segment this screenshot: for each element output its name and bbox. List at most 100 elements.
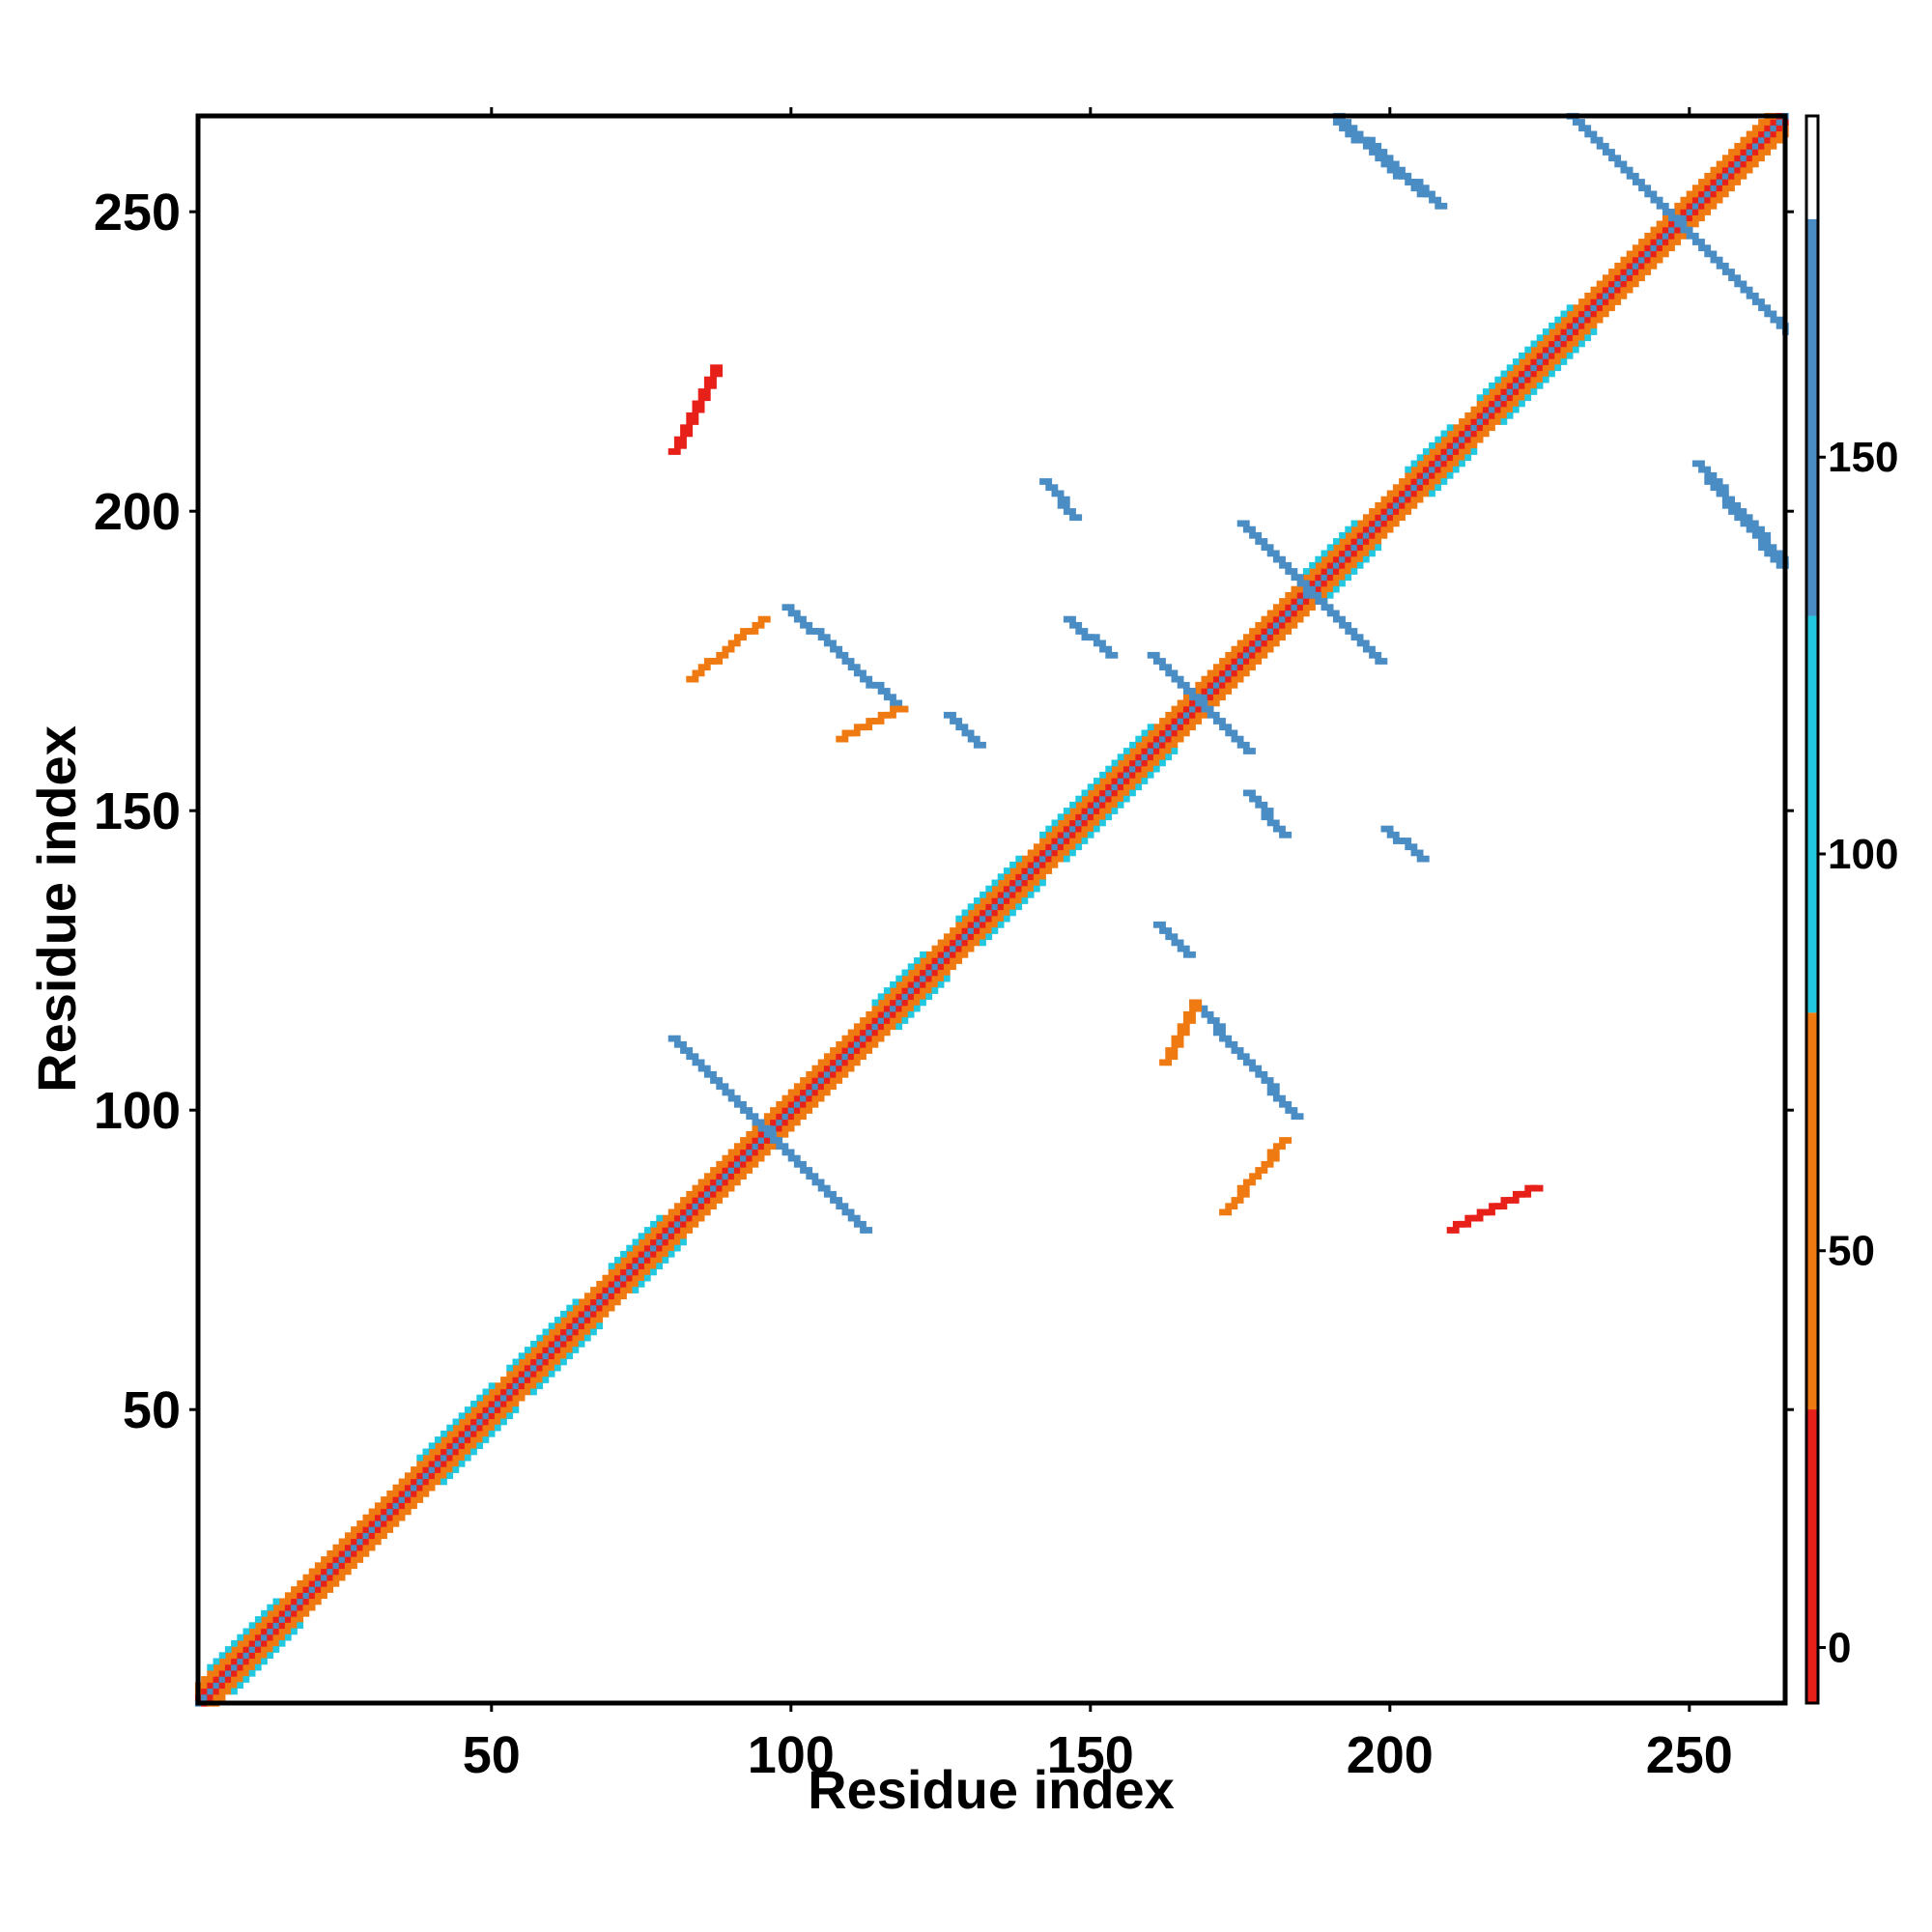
heatmap-cell — [1039, 831, 1046, 838]
heatmap-cell — [344, 1568, 352, 1576]
heatmap-cell — [1482, 388, 1490, 395]
heatmap-cell — [1632, 262, 1639, 270]
heatmap-cell — [1272, 634, 1280, 641]
heatmap-cell — [476, 1430, 484, 1437]
heatmap-cell — [853, 1214, 861, 1222]
heatmap-cell — [1512, 388, 1520, 395]
heatmap-cell — [1345, 621, 1352, 629]
heatmap-cell — [572, 1304, 580, 1312]
heatmap-cell — [231, 1682, 238, 1690]
heatmap-cell — [1584, 304, 1592, 312]
heatmap-cell — [703, 1065, 711, 1072]
heatmap-cell — [1296, 1113, 1304, 1121]
heatmap-cell — [1326, 568, 1334, 575]
heatmap-cell — [1464, 441, 1472, 449]
heatmap-cell — [398, 1496, 406, 1503]
heatmap-cell — [1315, 574, 1322, 582]
heatmap-cell — [213, 1688, 220, 1695]
heatmap-cell — [1362, 514, 1370, 522]
heatmap-cell — [866, 1010, 873, 1018]
heatmap-cell — [332, 1544, 340, 1551]
heatmap-cell — [1039, 855, 1046, 863]
heatmap-cell — [1596, 136, 1604, 144]
heatmap-cell — [877, 681, 885, 689]
heatmap-cell — [1464, 1214, 1472, 1222]
heatmap-cell — [1152, 724, 1160, 731]
heatmap-cell — [836, 1203, 843, 1210]
heatmap-cell — [925, 993, 933, 1001]
heatmap-cell — [830, 1083, 837, 1091]
heatmap-cell — [1165, 735, 1173, 743]
heatmap-cell — [308, 1604, 316, 1611]
heatmap-cell — [506, 1400, 514, 1407]
heatmap-cell — [830, 1077, 837, 1084]
heatmap-cell — [1512, 382, 1520, 389]
heatmap-cell — [680, 1233, 687, 1240]
heatmap-cell — [1039, 849, 1046, 857]
heatmap-cell — [578, 1317, 585, 1323]
heatmap-cell — [207, 1693, 214, 1701]
heatmap-cell — [1704, 190, 1712, 198]
heatmap-cell — [1063, 843, 1070, 851]
heatmap-cell — [566, 1310, 574, 1318]
heatmap-cell — [1045, 843, 1053, 851]
heatmap-cell — [1182, 681, 1190, 689]
heatmap-cell — [847, 1059, 855, 1066]
heatmap-cell — [1470, 430, 1478, 438]
heatmap-cell — [1255, 538, 1263, 545]
heatmap-cell — [1159, 753, 1166, 761]
heatmap-cell — [1225, 658, 1233, 665]
heatmap-cell — [1734, 280, 1742, 288]
heatmap-cell — [913, 957, 921, 964]
heatmap-cell — [752, 1154, 759, 1162]
heatmap-cell — [913, 993, 921, 1001]
heatmap-cell — [548, 1328, 555, 1336]
heatmap-cell — [1279, 615, 1286, 623]
heatmap-cell — [890, 705, 896, 713]
heatmap-cell — [680, 424, 687, 432]
heatmap-cell — [716, 1160, 724, 1168]
heatmap-cell — [662, 1220, 669, 1228]
heatmap-cell — [668, 1244, 675, 1252]
heatmap-cell — [793, 1100, 801, 1108]
heatmap-cell — [1710, 179, 1718, 185]
heatmap-cell — [1386, 508, 1394, 515]
heatmap-cell — [1345, 130, 1352, 138]
heatmap-cell — [703, 1208, 711, 1216]
heatmap-cell — [752, 1143, 759, 1151]
heatmap-cell — [740, 1107, 747, 1114]
heatmap-cell — [841, 1035, 849, 1042]
heatmap-cell — [1081, 628, 1089, 635]
heatmap-cell — [1069, 508, 1076, 515]
heatmap-cells — [194, 112, 1789, 1707]
heatmap-cell — [1236, 735, 1244, 743]
heatmap-cell — [1236, 658, 1244, 665]
heatmap-cell — [973, 735, 980, 743]
heatmap-cell — [404, 1496, 412, 1503]
heatmap-cell — [1171, 1040, 1179, 1048]
heatmap-cell — [1435, 460, 1442, 468]
heatmap-cell — [650, 1238, 657, 1246]
heatmap-cell — [261, 1658, 268, 1665]
heatmap-cell — [883, 1010, 891, 1018]
heatmap-cell — [811, 1173, 819, 1180]
heatmap-cell — [1171, 1047, 1179, 1054]
heatmap-cell — [506, 1394, 514, 1402]
heatmap-cell — [961, 951, 969, 958]
heatmap-cell — [733, 1167, 741, 1174]
heatmap-cell — [1416, 466, 1424, 473]
heatmap-cell — [836, 1059, 843, 1066]
heatmap-cell — [554, 1358, 561, 1366]
heatmap-cell — [1410, 496, 1418, 503]
heatmap-cell — [1057, 849, 1065, 857]
heatmap-cell — [1063, 819, 1070, 827]
heatmap-cell — [1285, 561, 1293, 569]
heatmap-cell — [703, 658, 711, 665]
heatmap-cell — [1470, 448, 1478, 455]
heatmap-cell — [883, 694, 891, 701]
heatmap-cell — [1201, 705, 1208, 713]
heatmap-cell — [680, 1238, 687, 1246]
heatmap-cell — [368, 1532, 376, 1540]
heatmap-cell — [1075, 843, 1083, 851]
heatmap-cell — [1345, 538, 1352, 545]
